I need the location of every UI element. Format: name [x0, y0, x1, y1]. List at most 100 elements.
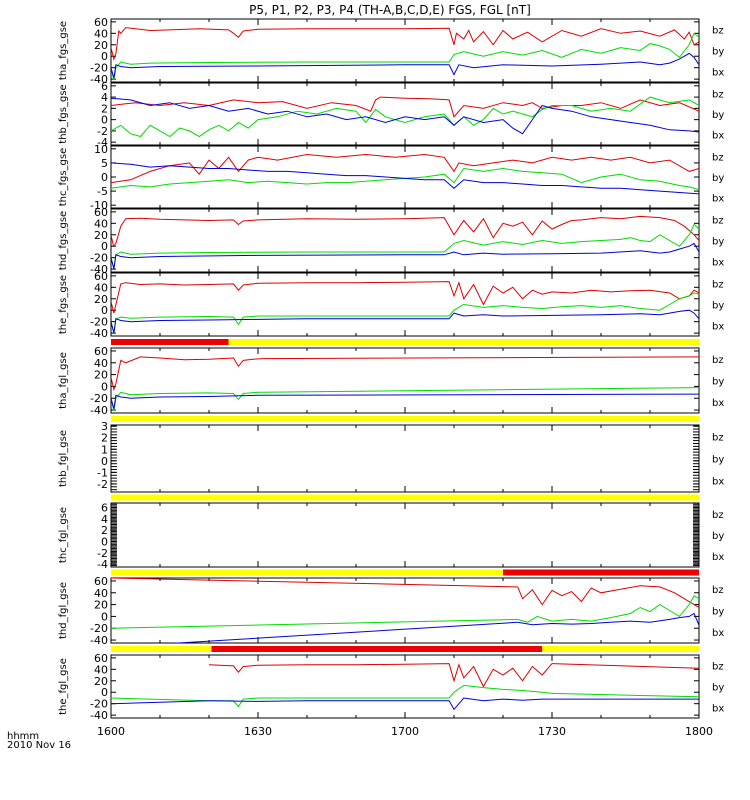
flag-bar-red [503, 569, 699, 576]
flag-bar-yellow [228, 339, 699, 345]
flag-bar-yellow [111, 646, 212, 652]
series-bx-line [111, 394, 263, 410]
series-bz-line [517, 585, 699, 608]
panel-ylabel: thc_fgs_gse [58, 148, 69, 207]
legend-bx: bx [712, 130, 724, 141]
legend-bz: bz [712, 280, 724, 291]
series-by-line [111, 223, 699, 269]
series-group [111, 663, 699, 711]
series-by-line [111, 292, 699, 334]
y-tick-label: 40 [94, 663, 108, 676]
y-tick-label: -5 [97, 185, 108, 198]
legend-bx: bx [712, 477, 724, 488]
series-by-line [111, 618, 518, 629]
panel-ylabel: thd_fgs_gse [58, 211, 69, 270]
legend-by: by [712, 531, 724, 542]
series-bz-line [111, 153, 699, 184]
series-bz-line [111, 27, 699, 61]
y-tick-label: 4 [101, 513, 108, 526]
series-by-line [111, 167, 699, 191]
y-tick-label: 0 [101, 536, 108, 549]
series-bx-line [111, 309, 699, 334]
series-bz-line [111, 96, 699, 118]
y-tick-label: 60 [94, 345, 108, 358]
y-tick-label: 0 [101, 114, 108, 127]
y-tick-label: 20 [94, 599, 108, 612]
series-bz-line [551, 663, 699, 669]
series-by-line [551, 692, 699, 698]
flag-bar-red [211, 646, 543, 652]
y-tick-label: 5 [101, 157, 108, 170]
legend-by: by [712, 237, 724, 248]
legend-bz: bz [712, 585, 724, 596]
panel-ylabel: tha_fgl_gse [58, 352, 69, 409]
x-tick-label: 1630 [244, 725, 272, 738]
series-group [111, 356, 699, 412]
y-tick-label: -40 [90, 634, 108, 647]
y-tick-label: -40 [90, 709, 108, 722]
y-tick-label: 2 [101, 524, 108, 537]
y-tick-label: 0 [101, 380, 108, 393]
y-tick-label: 20 [94, 229, 108, 242]
series-bz-line [208, 663, 553, 688]
panel-ylabel: thb_fgs_gse [58, 84, 69, 143]
series-bz-line [262, 356, 699, 360]
x-tick-label: 1600 [97, 725, 125, 738]
series-by-line [209, 684, 553, 708]
x-tick-label: 1800 [685, 725, 713, 738]
y-tick-label: 20 [94, 293, 108, 306]
flag-bar-yellow [111, 569, 503, 576]
panel-frame [110, 577, 700, 644]
y-tick-label: 3 [101, 420, 108, 433]
y-tick-label: -20 [90, 62, 108, 75]
legend-bx: bx [712, 193, 724, 204]
legend-bz: bz [712, 26, 724, 37]
series-by-line [111, 32, 699, 81]
y-tick-label: -4 [97, 558, 108, 571]
legend-bx: bx [712, 321, 724, 332]
panel-ylabel: thb_fgl_gse [58, 430, 69, 487]
legend-bz: bz [712, 355, 724, 366]
y-tick-label: -20 [90, 252, 108, 265]
panel-ylabel: thd_fgl_gse [58, 582, 69, 639]
legend-by: by [712, 110, 724, 121]
y-tick-label: 60 [94, 270, 108, 283]
series-by-line [262, 387, 699, 393]
series-bx-line [170, 621, 518, 643]
legend-by: by [712, 301, 724, 312]
panel-ylabel: tha_fgs_gse [58, 21, 69, 80]
legend-bz: bz [712, 432, 724, 443]
y-tick-label: 0 [101, 50, 108, 63]
y-tick-label: 10 [94, 143, 108, 156]
y-tick-label: 0 [101, 610, 108, 623]
y-tick-label: 0 [101, 304, 108, 317]
series-bx-line [262, 393, 699, 396]
y-tick-label: -40 [90, 263, 108, 276]
y-tick-label: -40 [90, 327, 108, 340]
series-group [111, 578, 699, 643]
legend-bx: bx [712, 628, 724, 639]
series-bx-line [111, 162, 699, 195]
chart-title: P5, P1, P2, P3, P4 (TH-A,B,C,D,E) FGS, F… [249, 3, 531, 17]
y-tick-label: -1 [97, 466, 108, 479]
legend-by: by [712, 377, 724, 388]
series-group [111, 153, 699, 195]
series-bz-line [111, 215, 699, 248]
legend-by: by [712, 173, 724, 184]
y-tick-label: 2 [101, 432, 108, 445]
series-group [111, 281, 699, 334]
panel-frame [110, 145, 700, 209]
y-tick-label: 0 [101, 240, 108, 253]
legend-bz: bz [712, 662, 724, 673]
series-bx-line [111, 700, 210, 705]
legend-bx: bx [712, 67, 724, 78]
panel-frame [110, 82, 700, 146]
legend-by: by [712, 607, 724, 618]
